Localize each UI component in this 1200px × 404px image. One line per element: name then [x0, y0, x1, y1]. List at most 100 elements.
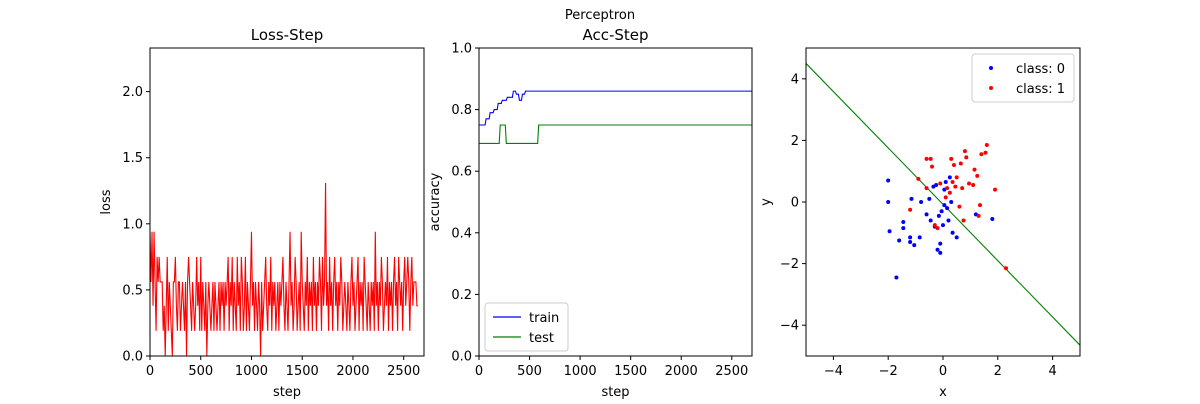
x-tick-label: 500 — [188, 364, 213, 379]
scatter-point-class-1 — [961, 218, 966, 223]
scatter-point-class-1 — [960, 186, 965, 191]
x-axis-label: x — [939, 385, 947, 400]
scatter-point-class-1 — [953, 184, 958, 189]
scatter-point-class-1 — [962, 149, 967, 154]
y-tick-label: 2.0 — [122, 85, 143, 100]
x-tick-label: 2000 — [665, 364, 698, 379]
scatter-point-class-1 — [1004, 266, 1009, 271]
x-tick-label: 1500 — [614, 364, 647, 379]
plot-area — [150, 182, 418, 356]
scatter-point-class-0 — [894, 275, 899, 280]
scatter-point-class-0 — [945, 206, 950, 211]
x-tick-label: 4 — [1048, 364, 1056, 379]
scatter-point-class-1 — [935, 226, 940, 231]
scatter-point-class-0 — [886, 178, 891, 183]
x-tick-label: 1000 — [564, 364, 597, 379]
figure-title: Perceptron — [565, 8, 635, 23]
scatter-point-class-1 — [983, 150, 988, 155]
scatter-point-class-1 — [908, 207, 913, 212]
scatter-point-class-0 — [901, 226, 906, 231]
scatter-point-class-1 — [976, 213, 981, 218]
axes-frame — [478, 47, 753, 357]
y-tick-label: 0.0 — [122, 350, 143, 365]
panel-2: Acc-Step 0 500 1000 1500 2000 2500 0.0 0.2 0.4 0.6… — [428, 26, 753, 400]
scatter-point-class-0 — [954, 235, 959, 240]
y-tick-label: 1.0 — [451, 42, 472, 57]
scatter-point-class-1 — [971, 183, 976, 188]
scatter-point-class-1 — [943, 195, 948, 200]
legend-label: class: 1 — [1016, 82, 1065, 97]
scatter-point-class-1 — [954, 175, 959, 180]
plot-area — [806, 63, 1080, 346]
x-tick-label: 1000 — [235, 364, 268, 379]
x-tick-label: 0 — [146, 364, 154, 379]
scatter-point-class-1 — [958, 161, 963, 166]
scatter-point-class-0 — [912, 243, 917, 248]
legend-label: train — [529, 311, 559, 326]
legend-marker — [989, 86, 993, 90]
x-tick-label: −4 — [824, 364, 843, 379]
x-tick-label: 2 — [994, 364, 1002, 379]
x-axis-label: step — [273, 385, 301, 400]
y-tick-label: 0.6 — [451, 165, 472, 180]
scatter-point-class-0 — [938, 250, 943, 255]
scatter-point-class-1 — [932, 223, 937, 228]
scatter-point-class-0 — [943, 179, 948, 184]
axes-frame — [149, 47, 425, 357]
scatter-point-class-0 — [950, 230, 955, 235]
scatter-point-class-1 — [975, 173, 980, 178]
y-axis-label: y — [759, 198, 774, 206]
y-tick-label: −4 — [780, 319, 799, 334]
x-tick-label: 1500 — [286, 364, 319, 379]
scatter-point-class-0 — [947, 175, 952, 180]
x-tick-label: 2500 — [715, 364, 748, 379]
y-tick-label: 1.5 — [122, 151, 143, 166]
scatter-point-class-0 — [897, 238, 902, 243]
y-tick-label: 0.0 — [451, 350, 472, 365]
scatter-point-class-1 — [951, 163, 956, 168]
scatter-point-class-1 — [945, 186, 950, 191]
scatter-point-class-0 — [936, 213, 941, 218]
scatter-point-class-0 — [886, 200, 891, 204]
x-tick-label: 2500 — [387, 364, 420, 379]
chart-title: Loss-Step — [251, 26, 323, 44]
series-line-train — [479, 90, 752, 126]
scatter-point-class-1 — [924, 156, 929, 161]
scatter-point-class-0 — [938, 241, 943, 246]
y-tick-label: 0.5 — [122, 283, 143, 298]
panel-3: −4 −2 0 2 4 −4 −2 0 2 4 x y class: 0 class: 1 — [759, 47, 1081, 400]
scatter-point-class-1 — [947, 190, 952, 195]
scatter-point-class-0 — [935, 247, 940, 252]
legend: train test — [484, 302, 569, 352]
legend-label: test — [529, 331, 554, 346]
axes-frame — [805, 47, 1081, 357]
scatter-point-class-0 — [949, 200, 954, 204]
scatter-point-class-0 — [927, 196, 932, 201]
x-axis-label: step — [601, 385, 629, 400]
y-tick-label: 0.8 — [451, 103, 472, 118]
scatter-point-class-0 — [917, 235, 922, 240]
y-tick-label: 2 — [791, 134, 799, 149]
scatter-point-class-0 — [909, 196, 914, 201]
x-tick-label: −2 — [879, 364, 898, 379]
scatter-point-class-1 — [972, 167, 977, 172]
scatter-point-class-0 — [946, 218, 951, 223]
x-tick-label: 2000 — [336, 364, 369, 379]
scatter-point-class-1 — [950, 179, 955, 184]
x-tick-label: 0 — [475, 364, 483, 379]
plot-area — [479, 90, 752, 145]
scatter-point-class-0 — [934, 183, 939, 188]
scatter-point-class-1 — [964, 155, 969, 160]
legend: class: 0 class: 1 — [971, 53, 1075, 103]
scatter-point-class-1 — [957, 204, 962, 209]
series-line-test — [479, 124, 752, 145]
scatter-point-class-1 — [916, 176, 921, 181]
scatter-point-class-1 — [984, 143, 989, 148]
series-line — [150, 182, 418, 356]
legend-box — [484, 302, 569, 352]
scatter-point-class-0 — [924, 212, 929, 217]
scatter-point-class-0 — [928, 218, 933, 223]
legend-marker — [989, 66, 993, 70]
